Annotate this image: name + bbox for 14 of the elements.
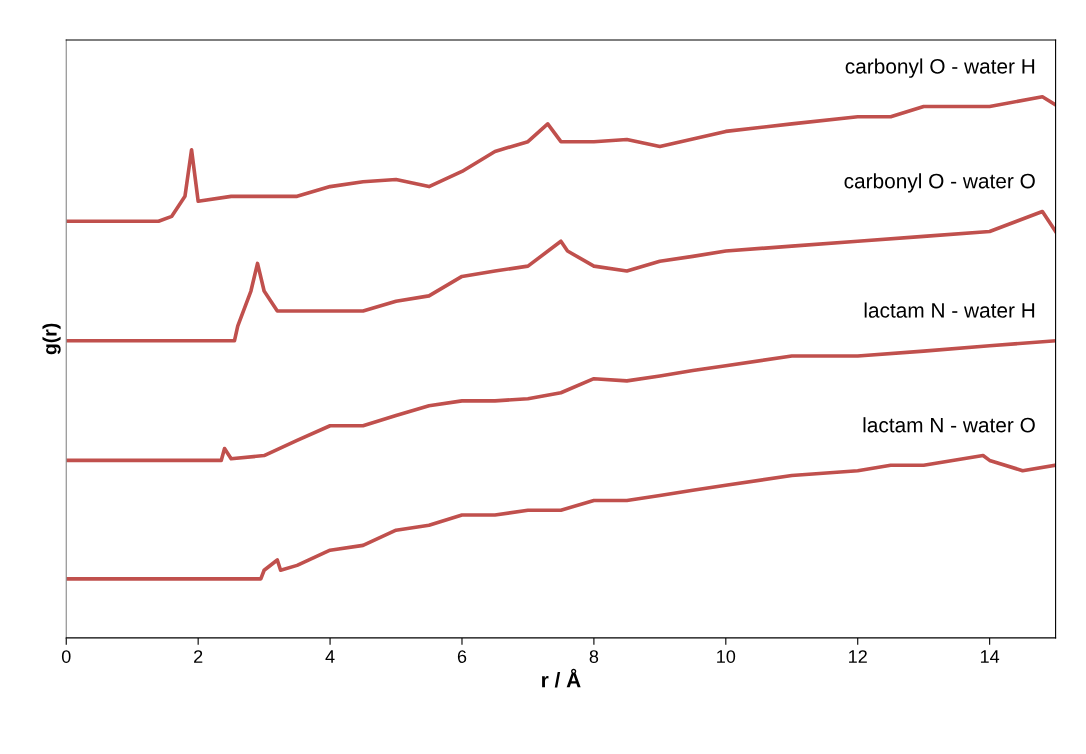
series-label: lactam N - water O xyxy=(863,417,1035,433)
y-axis-title: g(r) xyxy=(42,323,61,355)
x-tick-label: 2 xyxy=(194,650,203,663)
series-label: carbonyl O - water O xyxy=(844,173,1035,193)
x-tick-label: 6 xyxy=(457,650,467,663)
x-tick-label: 14 xyxy=(980,650,1000,663)
series-label: lactam N - water H xyxy=(864,302,1035,318)
x-tick-label: 0 xyxy=(61,650,71,663)
x-tick-label: 10 xyxy=(717,650,736,663)
x-tick-label: 4 xyxy=(325,650,335,663)
x-tick-label: 12 xyxy=(849,650,867,663)
x-tick-label: 8 xyxy=(589,650,599,663)
series-label: carbonyl O - water H xyxy=(845,58,1035,78)
x-axis-title: r / Å xyxy=(542,668,581,688)
